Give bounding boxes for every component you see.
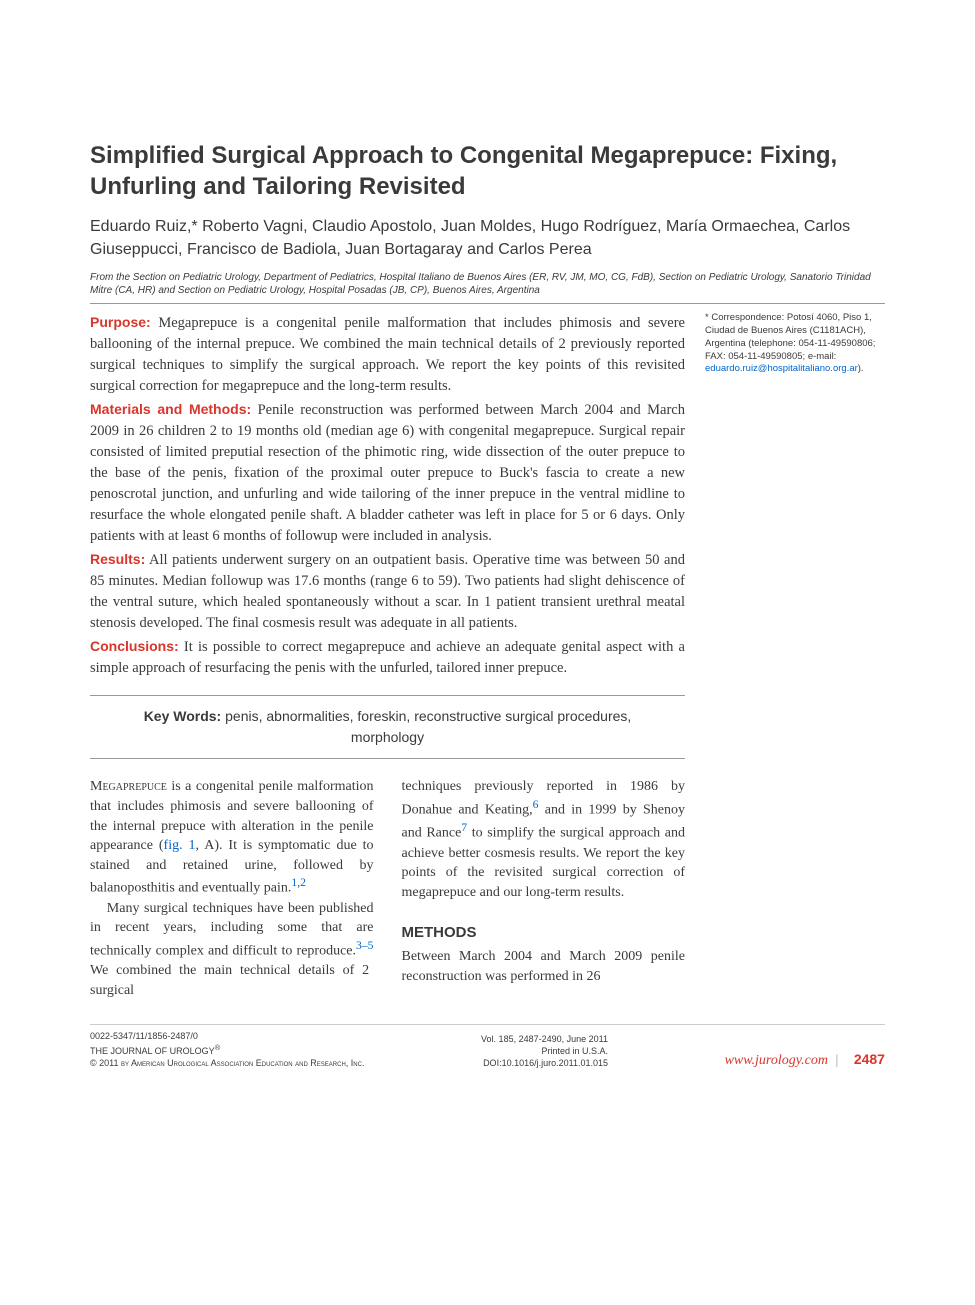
footer-separator: | (836, 1053, 839, 1068)
conclusions-text: It is possible to correct megaprepuce an… (90, 639, 685, 676)
correspondence-close: ). (858, 363, 864, 374)
correspondence-text: * Correspondence: Potosí 4060, Piso 1, C… (705, 312, 875, 361)
footer-issn: 0022-5347/11/1856-2487/0 (90, 1031, 364, 1043)
footer-doi: DOI:10.1016/j.juro.2011.01.015 (481, 1058, 608, 1070)
footer-printed: Printed in U.S.A. (481, 1046, 608, 1058)
purpose-label: Purpose: (90, 314, 151, 330)
footer-copyright: © 2011 by American Urological Associatio… (90, 1058, 364, 1070)
intro-para-2-cont: techniques previously reported in 1986 b… (402, 777, 686, 902)
methods-text: Penile reconstruction was performed betw… (90, 402, 685, 544)
page-footer: 0022-5347/11/1856-2487/0 THE JOURNAL OF … (90, 1024, 885, 1069)
purpose-text: Megaprepuce is a congenital penile malfo… (90, 315, 685, 394)
body-columns: Megaprepuce is a congenital penile malfo… (90, 777, 685, 1000)
ref-3-5-link[interactable]: 3–5 (356, 939, 373, 952)
figure-1-link[interactable]: fig. 1 (164, 838, 196, 853)
intro-p2-a: Many surgical techniques have been publi… (90, 901, 374, 959)
correspondence-email-link[interactable]: eduardo.ruiz@hospitalitaliano.org.ar (705, 363, 858, 374)
keywords-label: Key Words: (144, 708, 222, 724)
abstract-conclusions: Conclusions: It is possible to correct m… (90, 636, 685, 679)
body-column-left: Megaprepuce is a congenital penile malfo… (90, 777, 374, 1000)
methods-para-1: Between March 2004 and March 2009 penile… (402, 947, 686, 986)
methods-heading: METHODS (402, 922, 686, 943)
body-column-right: techniques previously reported in 1986 b… (402, 777, 686, 1000)
results-text: All patients underwent surgery on an out… (90, 552, 685, 631)
page-number: 2487 (854, 1051, 885, 1067)
intro-leadword: Megaprepuce (90, 779, 167, 794)
abstract-column: Purpose: Megaprepuce is a congenital pen… (90, 312, 685, 1000)
footer-mid: Vol. 185, 2487-2490, June 2011 Printed i… (481, 1034, 608, 1069)
journal-url-link[interactable]: www.jurology.com (725, 1053, 828, 1068)
ref-1-2-link[interactable]: 1,2 (291, 876, 306, 889)
abstract-purpose: Purpose: Megaprepuce is a congenital pen… (90, 312, 685, 397)
footer-left: 0022-5347/11/1856-2487/0 THE JOURNAL OF … (90, 1031, 364, 1069)
abstract-methods: Materials and Methods: Penile reconstruc… (90, 399, 685, 547)
abstract-results: Results: All patients underwent surgery … (90, 549, 685, 634)
footer-right: www.jurology.com | 2487 (725, 1051, 885, 1069)
intro-para-2: Many surgical techniques have been publi… (90, 899, 374, 1001)
footer-journal: THE JOURNAL OF UROLOGY® (90, 1043, 364, 1058)
keywords-box: Key Words: penis, abnormalities, foreski… (90, 695, 685, 759)
abstract-row: Purpose: Megaprepuce is a congenital pen… (90, 312, 885, 1000)
results-label: Results: (90, 551, 145, 567)
footer-volume: Vol. 185, 2487-2490, June 2011 (481, 1034, 608, 1046)
correspondence-sidebar: * Correspondence: Potosí 4060, Piso 1, C… (705, 312, 885, 1000)
article-authors: Eduardo Ruiz,* Roberto Vagni, Claudio Ap… (90, 216, 885, 261)
keywords-text: penis, abnormalities, foreskin, reconstr… (221, 708, 631, 745)
methods-label: Materials and Methods: (90, 401, 251, 417)
intro-para-1: Megaprepuce is a congenital penile malfo… (90, 777, 374, 898)
conclusions-label: Conclusions: (90, 638, 179, 654)
article-title: Simplified Surgical Approach to Congenit… (90, 140, 885, 202)
intro-p2-b: We combined the main technical details o… (90, 963, 369, 998)
article-affiliation: From the Section on Pediatric Urology, D… (90, 271, 885, 304)
